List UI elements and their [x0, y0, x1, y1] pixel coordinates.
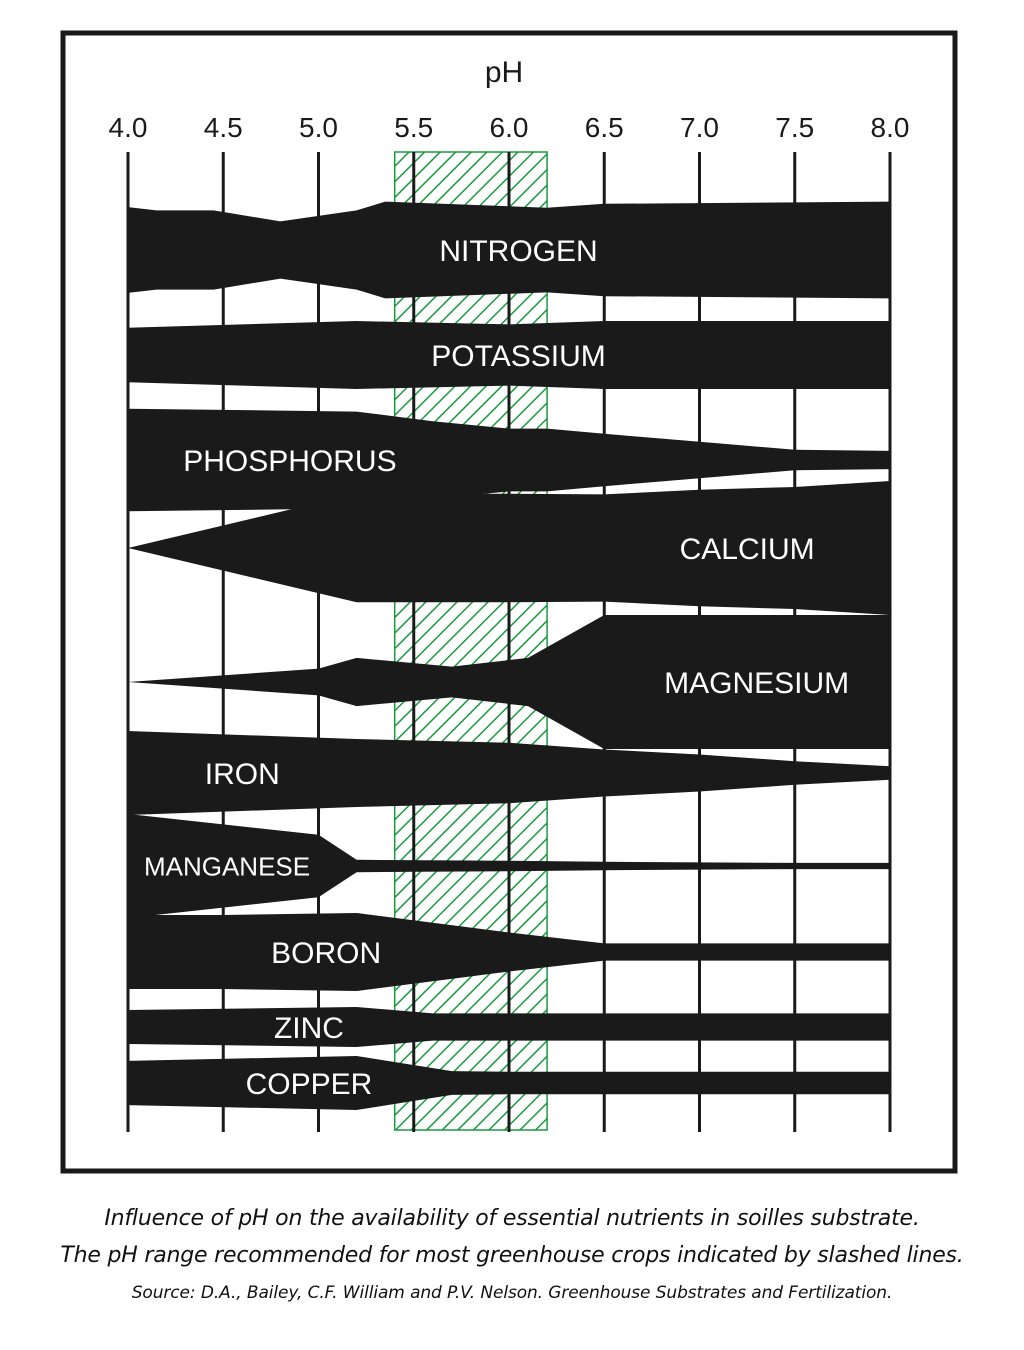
recommended-range-hatch [393, 151, 548, 1131]
band-iron [128, 731, 890, 815]
recommended-range-band [393, 151, 548, 1131]
band-magnesium [128, 615, 890, 749]
caption-source: Source: D.A., Bailey, C.F. William and P… [131, 1283, 893, 1303]
band-potassium [128, 321, 890, 389]
label-zinc: ZINC [274, 1012, 344, 1045]
tick-label-4.5: 4.5 [204, 112, 243, 143]
label-boron: BORON [271, 937, 381, 970]
tick-label-5.0: 5.0 [299, 112, 338, 143]
label-copper: COPPER [246, 1068, 373, 1101]
label-magnesium: MAGNESIUM [664, 667, 849, 700]
band-boron [128, 913, 890, 991]
tick-label-6.0: 6.0 [490, 112, 529, 143]
tick-label-4.0: 4.0 [109, 112, 148, 143]
label-calcium: CALCIUM [680, 533, 815, 566]
band-calcium [128, 481, 890, 615]
nutrient-bands [128, 201, 890, 1110]
label-potassium: POTASSIUM [431, 340, 605, 373]
band-copper [128, 1056, 890, 1110]
tick-label-5.5: 5.5 [394, 112, 433, 143]
tick-label-7.0: 7.0 [680, 112, 719, 143]
chart-frame [60, 30, 958, 1174]
label-phosphorus: PHOSPHORUS [183, 445, 396, 478]
caption-line-2: The pH range recommended for most greenh… [60, 1243, 964, 1268]
nutrient-availability-chart: NITROGEN POTASSIUM PHOSPHORUS CALCIUM MAGNES… [60, 30, 958, 1174]
band-zinc [128, 1007, 890, 1047]
tick-label-6.5: 6.5 [585, 112, 624, 143]
band-manganese [128, 814, 890, 918]
tick-label-7.5: 7.5 [775, 112, 814, 143]
nutrient-labels: NITROGEN POTASSIUM PHOSPHORUS CALCIUM MAGNES… [144, 235, 849, 1101]
label-iron: IRON [205, 758, 280, 791]
x-axis-label: pH [485, 56, 523, 89]
tick-label-8.0: 8.0 [871, 112, 910, 143]
label-manganese: MANGANESE [144, 851, 310, 881]
band-nitrogen [128, 201, 890, 299]
ph-tick-labels: 4.0 4.5 5.0 5.5 6.0 6.5 7.0 7.5 8.0 [109, 112, 910, 143]
label-nitrogen: NITROGEN [439, 235, 597, 268]
caption-line-1: Influence of pH on the availability of e… [104, 1206, 920, 1231]
band-phosphorus [128, 408, 890, 512]
